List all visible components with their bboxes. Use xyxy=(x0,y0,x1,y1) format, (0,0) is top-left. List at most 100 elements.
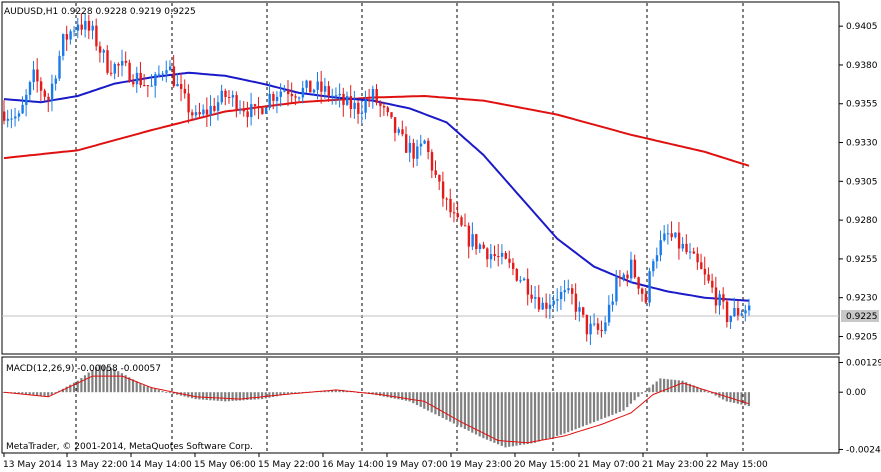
macd-axis-label: -0.00249 xyxy=(846,445,881,455)
macd-bar xyxy=(471,392,474,433)
macd-bar xyxy=(412,392,415,404)
chart-header: AUDUSD,H1 0.9228 0.9228 0.9219 0.9225 xyxy=(4,7,196,17)
candle-up xyxy=(32,69,35,83)
macd-bar xyxy=(275,392,278,397)
candle-up xyxy=(397,129,400,133)
macd-bar xyxy=(142,385,146,393)
macd-bar xyxy=(36,392,39,396)
macd-bar xyxy=(467,392,470,431)
candle-down xyxy=(98,46,102,53)
macd-bar xyxy=(161,391,164,393)
candle-up xyxy=(648,271,651,303)
macd-bar xyxy=(585,392,588,425)
macd-bar xyxy=(600,392,603,420)
macd-bar xyxy=(497,392,500,445)
macd-bar xyxy=(24,392,28,395)
macd-bar xyxy=(154,388,157,393)
macd-bar xyxy=(489,392,492,442)
macd-bar xyxy=(574,392,577,430)
candle-up xyxy=(578,307,581,312)
symbol-title: AUDUSD,H1 xyxy=(4,7,58,17)
candle-up xyxy=(25,94,28,105)
candle-up xyxy=(471,234,474,247)
macd-bar xyxy=(109,368,112,393)
candle-down xyxy=(257,106,260,109)
macd-bar xyxy=(294,392,297,393)
macd-bar xyxy=(637,392,640,397)
macd-bar xyxy=(500,392,503,446)
macd-bar xyxy=(456,392,459,426)
macd-bar xyxy=(220,392,223,402)
time-label: 21 May 07:00 xyxy=(578,460,640,470)
candle-up xyxy=(275,96,279,101)
macd-bar xyxy=(28,392,31,395)
macd-bar xyxy=(629,392,632,404)
candle-down xyxy=(246,111,249,118)
candle-down xyxy=(508,258,511,263)
candle-up xyxy=(718,294,721,306)
macd-bar xyxy=(681,380,684,393)
candle-up xyxy=(663,233,666,241)
macd-bar xyxy=(736,392,739,404)
candle-up xyxy=(563,290,566,293)
candle-up xyxy=(604,322,607,332)
candle-up xyxy=(519,280,522,282)
candle-down xyxy=(585,314,589,335)
macd-bar xyxy=(733,392,736,403)
candle-up xyxy=(14,116,17,119)
macd-bar xyxy=(397,392,400,400)
candle-down xyxy=(493,254,496,256)
price-label: 0.9230 xyxy=(846,294,878,304)
macd-bar xyxy=(91,370,94,393)
macd-bar xyxy=(135,381,138,393)
candle-down xyxy=(382,106,386,108)
macd-signal-line xyxy=(3,375,750,444)
price-label: 0.9255 xyxy=(846,255,878,265)
candle-down xyxy=(692,251,696,254)
macd-bar xyxy=(117,371,120,393)
macd-bar xyxy=(209,392,212,401)
candle-down xyxy=(110,72,113,74)
candle-down xyxy=(139,72,142,85)
macd-bar xyxy=(39,392,42,396)
macd-bar xyxy=(61,388,64,393)
macd-bar xyxy=(559,392,562,435)
candle-down xyxy=(703,268,707,275)
macd-bar xyxy=(139,383,142,393)
candle-up xyxy=(268,94,271,108)
candle-up xyxy=(689,251,692,253)
macd-bar xyxy=(677,380,680,393)
candle-up xyxy=(283,90,286,92)
candle-down xyxy=(379,103,382,106)
macd-bar xyxy=(463,392,466,429)
price-label: 0.9330 xyxy=(846,139,878,149)
macd-bar xyxy=(537,392,540,442)
macd-bar xyxy=(124,375,127,393)
macd-bar xyxy=(83,375,87,393)
candle-down xyxy=(146,85,150,87)
candle-down xyxy=(43,90,46,97)
macd-bar xyxy=(449,392,452,422)
candle-down xyxy=(497,256,500,257)
candle-down xyxy=(253,104,257,107)
macd-bar xyxy=(390,392,393,398)
macd-bar xyxy=(548,392,551,439)
macd-bar xyxy=(98,364,101,393)
candle-down xyxy=(287,90,290,95)
macd-bar xyxy=(382,392,385,397)
time-label: 20 May 15:00 xyxy=(514,460,576,470)
macd-bar xyxy=(581,392,584,427)
macd-bar xyxy=(268,392,271,398)
candle-down xyxy=(464,225,467,227)
candle-up xyxy=(135,72,139,85)
macd-bar xyxy=(202,392,205,400)
candle-up xyxy=(523,278,526,281)
candle-up xyxy=(353,102,356,109)
candle-down xyxy=(512,262,515,269)
macd-bar xyxy=(478,392,481,437)
macd-bar xyxy=(301,392,304,393)
price-label: 0.9380 xyxy=(846,61,878,71)
candle-up xyxy=(360,112,364,114)
candle-down xyxy=(475,234,478,249)
